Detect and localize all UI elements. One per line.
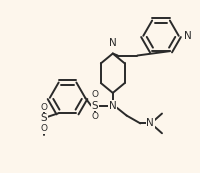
Text: S: S [41, 113, 47, 123]
Text: N: N [109, 38, 117, 48]
Text: O: O [40, 103, 47, 112]
Text: N: N [184, 31, 191, 41]
Text: O: O [92, 112, 99, 121]
Text: O: O [40, 124, 47, 133]
Text: O: O [92, 90, 99, 99]
Text: N: N [146, 118, 154, 128]
Text: N: N [109, 101, 117, 111]
Text: S: S [92, 101, 98, 111]
